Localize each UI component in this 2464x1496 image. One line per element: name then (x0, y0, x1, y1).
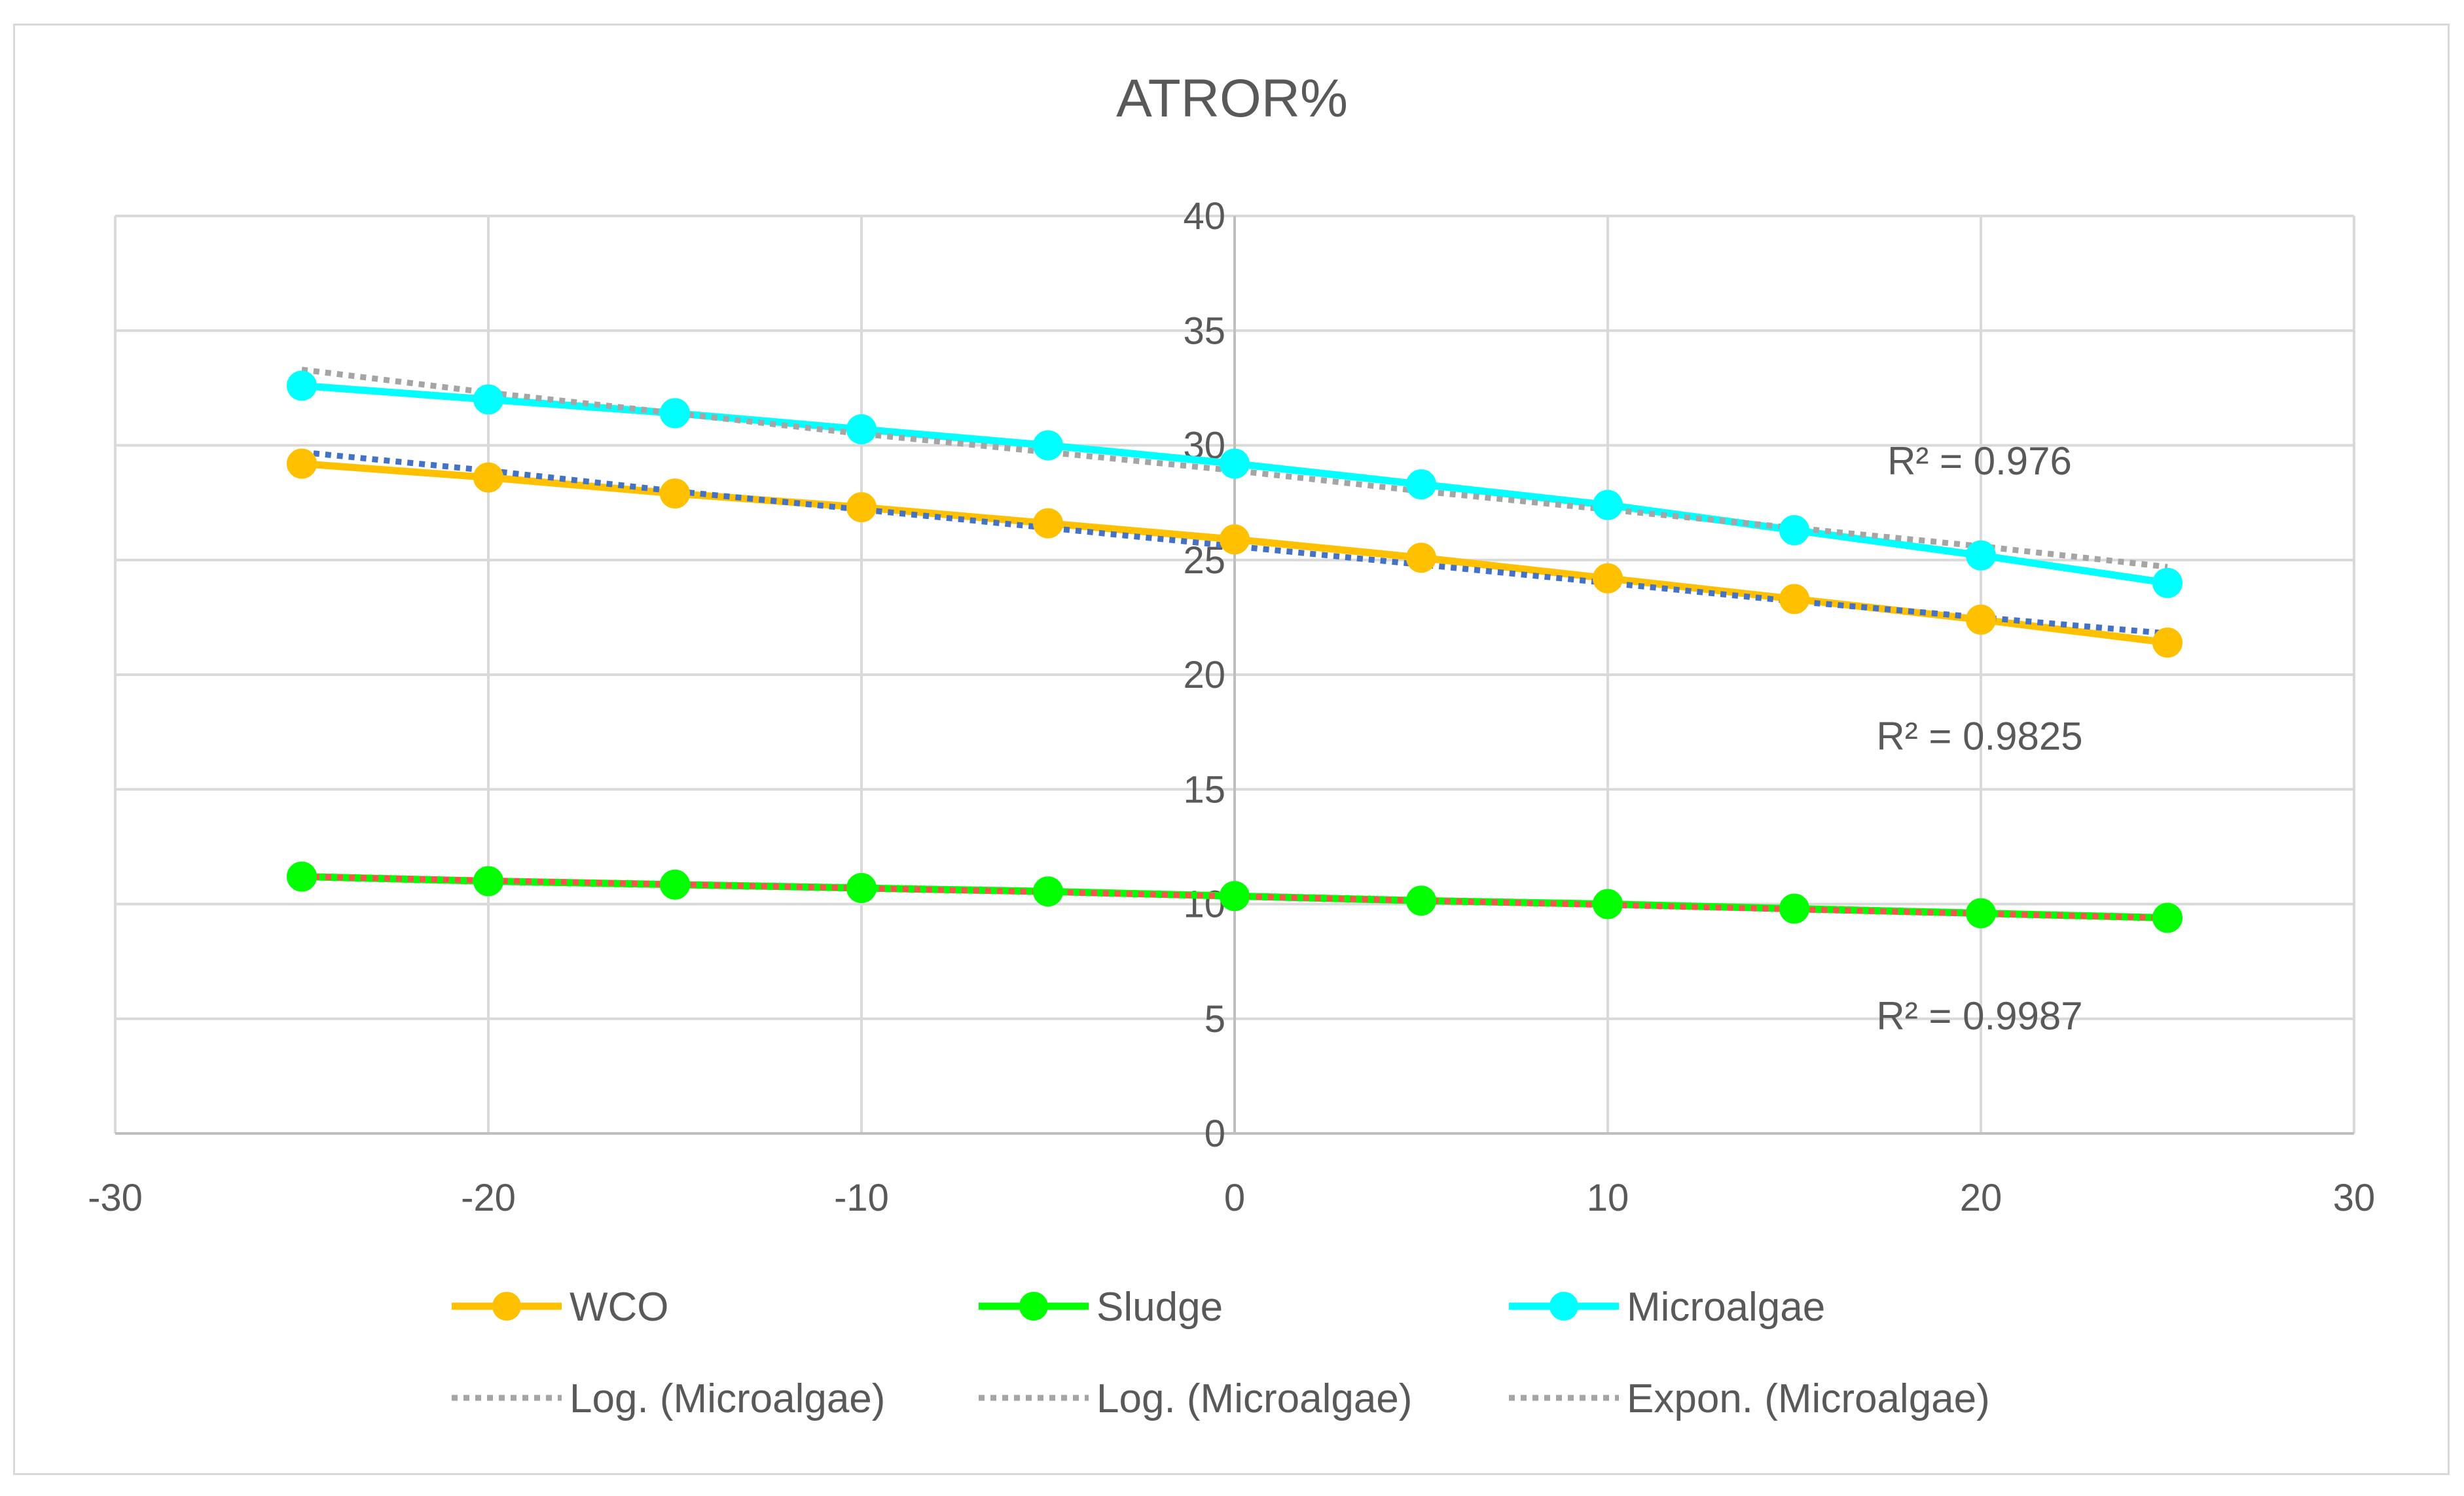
data-point-sludge (1220, 881, 1250, 912)
x-tick-label: 20 (1960, 1177, 2002, 1219)
data-point-microalgae (1220, 448, 1250, 479)
legend-marker-sludge (1019, 1292, 1048, 1321)
data-point-wco (1406, 543, 1436, 573)
legend-marker-wco (492, 1292, 521, 1321)
data-point-wco (1593, 563, 1623, 594)
data-point-sludge (473, 866, 503, 897)
data-point-microalgae (846, 414, 877, 444)
data-point-sludge (660, 869, 690, 900)
r-squared-label: R² = 0.9987 (1876, 994, 2082, 1038)
data-point-wco (1966, 604, 1996, 635)
data-point-microalgae (1033, 430, 1063, 461)
data-point-sludge (1779, 893, 1809, 924)
legend: WCO Sludge Microalgae Log. (Microalgae) Log.… (452, 1285, 1990, 1421)
legend-label: Log. (Microalgae) (570, 1376, 885, 1421)
chart-frame (13, 24, 2450, 1475)
data-point-wco (287, 448, 317, 479)
chart-title: ATROR% (1116, 69, 1348, 128)
data-point-sludge (2152, 902, 2183, 933)
data-point-microalgae (2152, 567, 2183, 598)
series-markers (287, 370, 2183, 933)
data-point-wco (1220, 524, 1250, 555)
data-point-microalgae (473, 384, 503, 415)
data-point-microalgae (287, 370, 317, 401)
x-tick-label: -30 (88, 1177, 143, 1219)
x-tick-label: -20 (461, 1177, 516, 1219)
legend-label: Sludge (1096, 1285, 1223, 1330)
data-point-microalgae (1779, 515, 1809, 546)
data-point-wco (1779, 584, 1809, 614)
y-tick-label: 5 (1205, 998, 1225, 1041)
r-squared-label: R² = 0.976 (1887, 439, 2072, 483)
data-point-wco (2152, 627, 2183, 658)
data-point-sludge (1966, 898, 1996, 929)
data-point-wco (1033, 508, 1063, 539)
y-tick-label: 10 (1183, 883, 1225, 926)
r-squared-label: R² = 0.9825 (1876, 715, 2082, 758)
y-tick-label: 20 (1183, 654, 1225, 696)
y-tick-label: 15 (1183, 768, 1225, 811)
annotations: R² = 0.976 R² = 0.9825 R² = 0.9987 (1876, 439, 2082, 1038)
axes (115, 216, 2354, 1135)
data-point-microalgae (1593, 490, 1623, 520)
data-point-sludge (846, 872, 877, 903)
data-point-microalgae (660, 398, 690, 429)
legend-label: Log. (Microalgae) (1096, 1376, 1412, 1421)
x-tick-label: 0 (1224, 1177, 1245, 1219)
y-tick-label: 35 (1183, 310, 1225, 352)
x-tick-label: 10 (1587, 1177, 1629, 1219)
legend-label: WCO (570, 1285, 669, 1330)
data-point-wco (473, 462, 503, 493)
y-tick-label: 0 (1205, 1113, 1225, 1155)
data-point-sludge (1406, 885, 1436, 916)
data-point-sludge (1033, 876, 1063, 907)
x-tick-label: -10 (834, 1177, 889, 1219)
y-tick-label: 40 (1183, 195, 1225, 238)
data-point-wco (660, 478, 690, 509)
data-point-wco (846, 492, 877, 523)
data-point-microalgae (1406, 469, 1436, 500)
data-point-sludge (287, 861, 317, 892)
x-tick-label: 30 (2333, 1177, 2376, 1219)
data-point-microalgae (1966, 540, 1996, 571)
legend-label: Microalgae (1627, 1285, 1825, 1330)
legend-marker-microalgae (1549, 1292, 1578, 1321)
legend-label: Expon. (Microalgae) (1627, 1376, 1990, 1421)
data-point-sludge (1593, 889, 1623, 919)
